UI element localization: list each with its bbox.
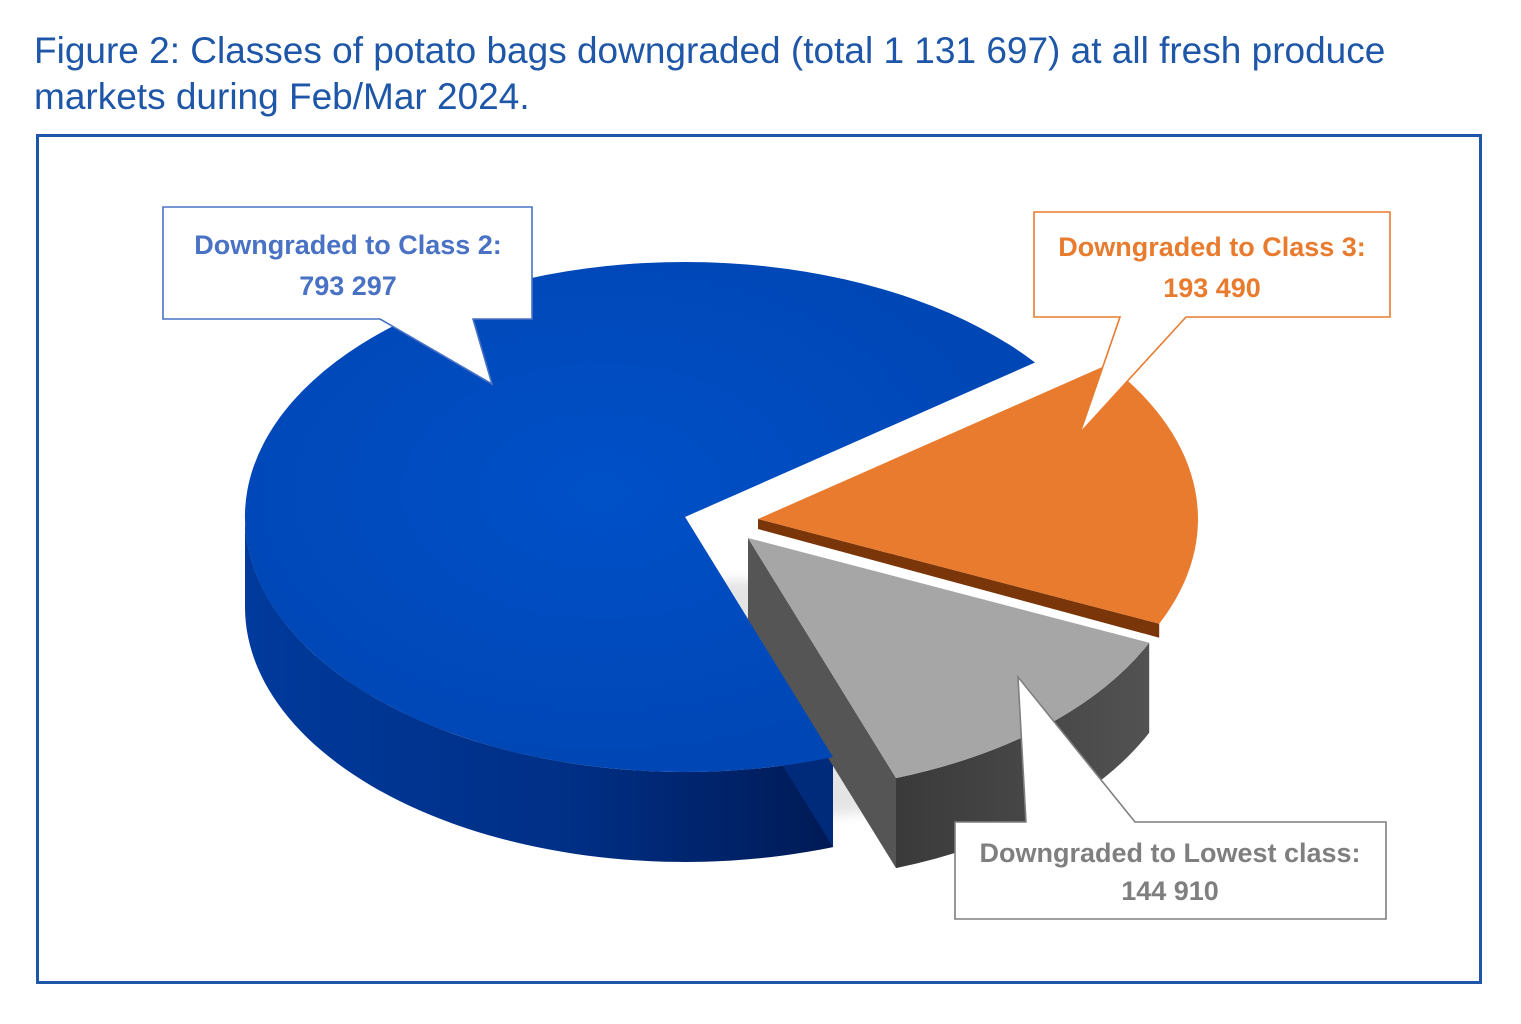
slice-lowest-cut-face — [748, 538, 896, 869]
callout-class2-value: 793 297 — [299, 271, 397, 301]
callout-lowest-label: Downgraded to Lowest class: — [979, 838, 1360, 868]
chart-frame — [36, 134, 1482, 984]
callout-class3-value: 193 490 — [1163, 273, 1261, 303]
slice-class2 — [244, 261, 1035, 772]
callout-lowest-box — [954, 674, 1387, 920]
callout-class2-box — [162, 206, 533, 386]
callout-class3-label: Downgraded to Class 3: — [1058, 232, 1366, 262]
figure-title: Figure 2: Classes of potato bags downgra… — [34, 30, 1386, 117]
slice-class3 — [758, 364, 1198, 624]
callout-lowest-value: 144 910 — [1121, 876, 1219, 906]
slice-class2-side — [245, 517, 833, 862]
slice-class3-side — [758, 519, 1160, 638]
callout-class2-label: Downgraded to Class 2: — [194, 230, 502, 260]
callout-class3-box — [1033, 211, 1391, 434]
